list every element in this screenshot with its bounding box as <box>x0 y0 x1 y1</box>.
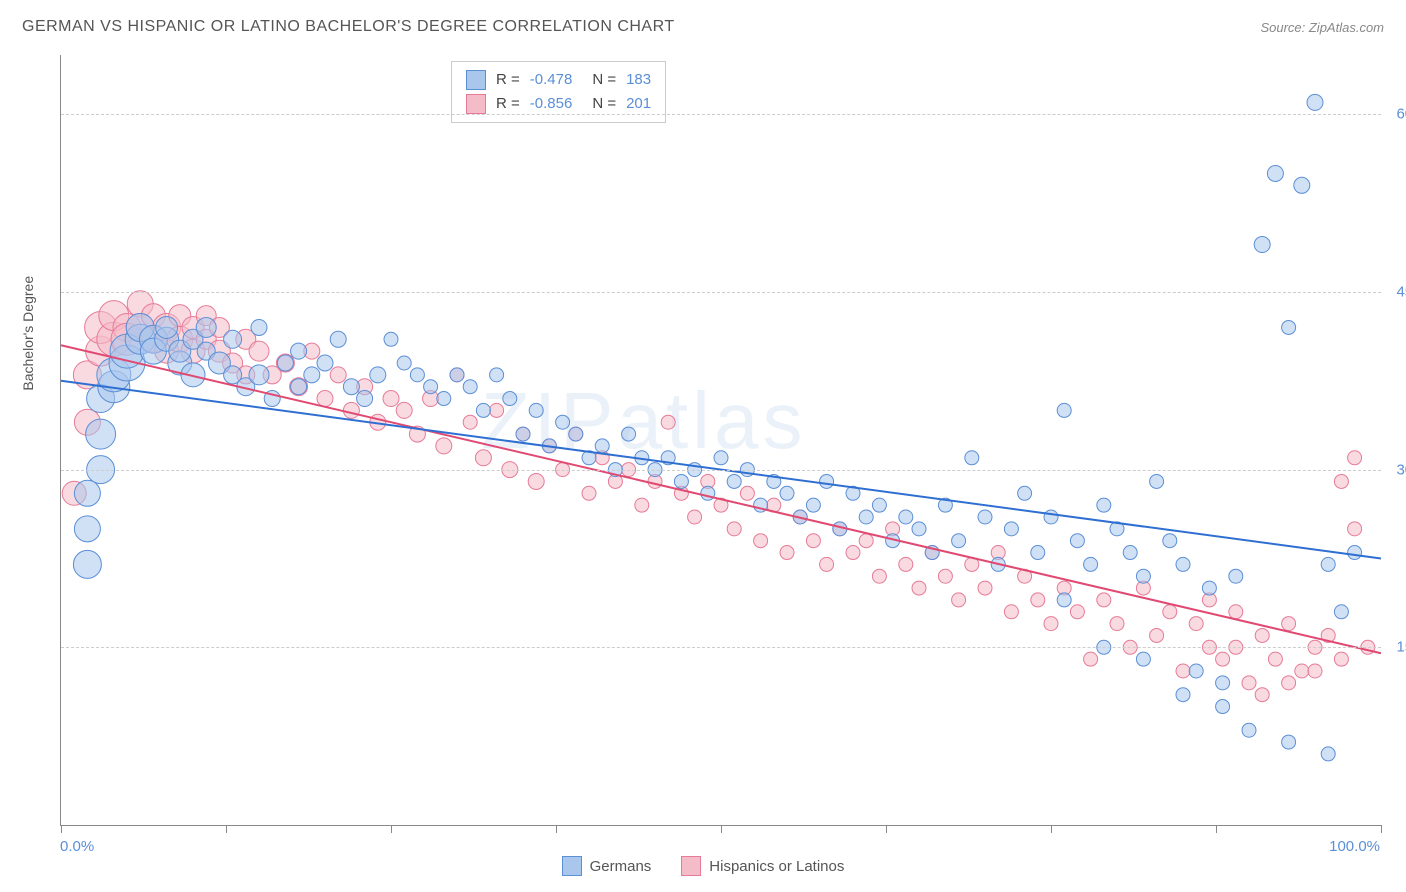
source-label: Source: ZipAtlas.com <box>1260 20 1384 35</box>
gridline <box>61 470 1381 471</box>
chart-svg <box>61 55 1381 825</box>
y-tick-label: 45.0% <box>1396 283 1406 300</box>
legend-label-hispanics: Hispanics or Latinos <box>709 858 844 875</box>
x-tick <box>556 825 557 833</box>
n-value-germans: 183 <box>626 68 651 92</box>
plot-area: ZIPatlas R = -0.478 N = 183 R = -0.856 N… <box>60 55 1381 826</box>
x-tick <box>1381 825 1382 833</box>
x-tick <box>886 825 887 833</box>
legend-row-hispanics: R = -0.856 N = 201 <box>466 92 651 116</box>
x-tick <box>721 825 722 833</box>
gridline <box>61 292 1381 293</box>
legend-swatch-hispanics-icon <box>681 856 701 876</box>
x-tick <box>226 825 227 833</box>
legend-row-germans: R = -0.478 N = 183 <box>466 68 651 92</box>
r-label: R = <box>496 68 520 92</box>
chart-title: GERMAN VS HISPANIC OR LATINO BACHELOR'S … <box>22 18 675 36</box>
legend-swatch-germans-icon <box>562 856 582 876</box>
y-tick-label: 60.0% <box>1396 106 1406 123</box>
r-value-germans: -0.478 <box>530 68 573 92</box>
x-tick <box>1216 825 1217 833</box>
n-label: N = <box>592 92 616 116</box>
y-tick-label: 15.0% <box>1396 639 1406 656</box>
n-label: N = <box>592 68 616 92</box>
legend-label-germans: Germans <box>590 858 652 875</box>
n-value-hispanics: 201 <box>626 92 651 116</box>
gridline <box>61 647 1381 648</box>
x-tick <box>391 825 392 833</box>
swatch-hispanics-icon <box>466 94 486 114</box>
r-label: R = <box>496 92 520 116</box>
y-axis-title: Bachelor's Degree <box>20 276 36 391</box>
y-tick-label: 30.0% <box>1396 461 1406 478</box>
r-value-hispanics: -0.856 <box>530 92 573 116</box>
x-tick <box>61 825 62 833</box>
x-tick <box>1051 825 1052 833</box>
legend-item-germans: Germans <box>562 856 652 876</box>
x-max-label: 100.0% <box>1329 838 1380 855</box>
gridline <box>61 114 1381 115</box>
x-min-label: 0.0% <box>60 838 94 855</box>
series-legend: Germans Hispanics or Latinos <box>0 856 1406 876</box>
legend-item-hispanics: Hispanics or Latinos <box>681 856 844 876</box>
swatch-germans-icon <box>466 70 486 90</box>
